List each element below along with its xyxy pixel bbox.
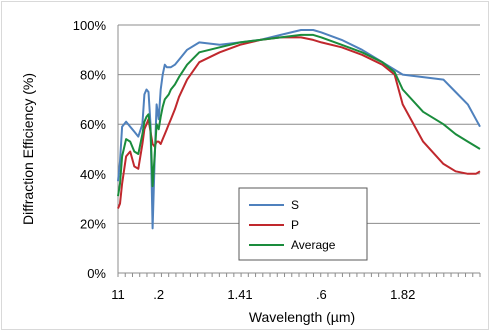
x-axis-title: Wavelength (µm) xyxy=(249,309,355,325)
x-tick-label: 11 xyxy=(111,287,125,302)
grid-lines xyxy=(118,24,480,224)
y-tick-label: 60% xyxy=(80,117,106,132)
legend-label-s: S xyxy=(291,198,299,212)
legend: SP Average xyxy=(238,187,368,261)
legend-label-p: P xyxy=(291,218,299,232)
y-tick-label: 80% xyxy=(80,68,106,83)
y-axis-title: Diffraction Efficiency (%) xyxy=(20,73,36,225)
y-tick-label: 20% xyxy=(80,216,106,231)
x-tick-label: 1.82 xyxy=(390,287,415,302)
axes xyxy=(117,25,481,277)
legend-label-average: Average xyxy=(291,238,336,252)
series-group xyxy=(117,29,481,230)
chart-svg: 0% 20% 40% 60% 80% 100% 11 .2 1.41 .6 1.82 SP Aver… xyxy=(20,18,481,325)
series-line-p xyxy=(117,36,481,209)
y-tick-label: 100% xyxy=(73,18,107,33)
y-tick-labels: 0% 20% 40% 60% 80% 100% xyxy=(73,18,107,281)
y-tick-label: 0% xyxy=(87,266,106,281)
x-tick-label: .6 xyxy=(316,287,327,302)
x-tick-label: .2 xyxy=(153,287,164,302)
y-tick-label: 40% xyxy=(80,167,106,182)
x-tick-labels: 11 .2 1.41 .6 1.82 xyxy=(111,287,415,302)
x-tick-label: 1.41 xyxy=(227,287,252,302)
series-line-average xyxy=(117,33,481,197)
